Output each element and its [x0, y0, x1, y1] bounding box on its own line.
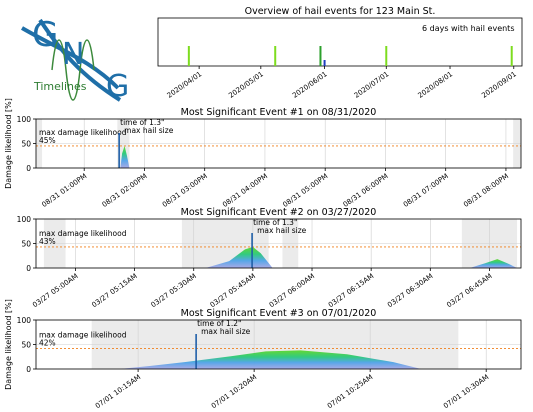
event-2-x-tick-label-1: 03/27 05:15AM — [90, 272, 138, 309]
event-3-y-tick-label-2: 100 — [17, 316, 32, 325]
event-1-damage-area-0 — [120, 145, 130, 168]
overview-tick-label-2: 2020/06/01 — [291, 70, 329, 100]
event-3-title: Most Significant Event #3 on 07/01/2020 — [181, 308, 377, 319]
event-1-max-damage-label: max damage likelihood — [39, 128, 127, 137]
event-2-y-tick-label-0: 0 — [26, 264, 31, 273]
event-3-x-tick-label-3: 07/01 10:30AM — [442, 373, 490, 410]
overview-tick-label-4: 2020/08/01 — [417, 70, 455, 100]
event-2-y-tick-label-2: 100 — [17, 215, 32, 224]
event-2-title: Most Significant Event #2 on 03/27/2020 — [181, 207, 377, 218]
overview-tick-label-3: 2020/07/01 — [353, 70, 391, 100]
event-1-y-tick-label-2: 100 — [17, 115, 32, 124]
event-1-title: Most Significant Event #1 on 08/31/2020 — [181, 107, 377, 118]
overview-tick-label-0: 2020/04/01 — [166, 70, 204, 100]
event-1-x-tick-label-1: 08/31 02:00PM — [101, 172, 149, 209]
event-3-x-tick-label-1: 07/01 10:20AM — [210, 373, 258, 410]
overview-event-bar-3 — [323, 60, 326, 66]
event-1-max-damage-value: 45% — [39, 136, 56, 145]
event-1-x-tick-label-6: 08/31 07:00PM — [402, 172, 450, 209]
event-2-max-damage-value: 43% — [39, 237, 56, 246]
event-2-x-tick-label-4: 03/27 06:00AM — [268, 272, 316, 309]
logo-letter-n: N — [62, 37, 84, 72]
event-1-y-tick-label-1: 50 — [21, 140, 31, 149]
overview-event-bar-0 — [187, 46, 190, 66]
logo-letter-g-top: G — [32, 15, 58, 55]
logo-word-timelines: Timelines — [33, 80, 87, 93]
event-2-x-tick-label-5: 03/27 06:15AM — [327, 272, 375, 309]
event-1-x-tick-label-3: 08/31 04:00PM — [221, 172, 269, 209]
event-2-x-tick-label-7: 03/27 06:45AM — [445, 272, 493, 309]
overview-annotation: 6 days with hail events — [422, 24, 515, 33]
event-3-max-damage-value: 42% — [39, 338, 56, 347]
event-2-chart: Most Significant Event #2 on 03/27/2020 m… — [17, 207, 522, 309]
event-2-damage-area-1 — [469, 259, 518, 268]
event-3-max-damage-label: max damage likelihood — [39, 330, 127, 339]
event-3-y-tick-label-1: 50 — [21, 341, 31, 350]
event-3-chart: Most Significant Event #3 on 07/01/2020 m… — [4, 299, 522, 410]
event-3-damage-area-0 — [119, 350, 422, 369]
event-3-y-tick-label-0: 0 — [26, 365, 31, 374]
event-2-x-tick-label-0: 03/27 05:00AM — [31, 272, 79, 309]
event-2-damage-area-0 — [205, 246, 273, 268]
event-1-y-tick-label-0: 0 — [26, 164, 31, 173]
event-2-y-tick-label-1: 50 — [21, 240, 31, 249]
event-3-max-hail-label-2: max hail size — [201, 327, 251, 336]
event-2-x-tick-label-6: 03/27 06:30AM — [386, 272, 434, 309]
overview-tick-label-1: 2020/05/01 — [227, 70, 265, 100]
event-1-max-hail-label-1: time of 1.3" — [120, 118, 164, 127]
overview-tick-label-5: 2020/09/01 — [480, 70, 518, 100]
logo-wave — [51, 39, 95, 101]
event-2-x-tick-label-2: 03/27 05:30AM — [150, 272, 198, 309]
event-3-x-tick-label-2: 07/01 10:25AM — [326, 373, 374, 410]
event-2-max-hail-label-2: max hail size — [257, 226, 307, 235]
overview-event-bar-1 — [274, 46, 277, 66]
logo-letter-g-bottom: G — [106, 69, 129, 104]
overview-chart: Overview of hail events for 123 Main St.… — [157, 6, 523, 100]
overview-title: Overview of hail events for 123 Main St. — [245, 6, 436, 17]
event-3-y-axis-label: Damage likelihood [%] — [4, 299, 13, 390]
overview-event-bar-4 — [385, 46, 388, 66]
event-2-max-damage-label: max damage likelihood — [39, 229, 127, 238]
overview-event-bar-2 — [319, 46, 322, 66]
event-1-y-axis-label: Damage likelihood [%] — [4, 98, 13, 189]
overview-frame — [157, 17, 523, 67]
event-3-max-hail-label-1: time of 1.2" — [197, 319, 241, 328]
event-2-x-tick-label-3: 03/27 05:45AM — [209, 272, 257, 309]
overview-ticks: 2020/04/01 2020/05/01 2020/06/01 2020/07/01… — [166, 66, 518, 100]
event-1-x-tick-label-0: 08/31 01:00PM — [40, 172, 88, 209]
event-1-x-tick-label-7: 08/31 08:00PM — [462, 172, 510, 209]
event-2-max-hail-label-1: time of 1.3" — [253, 218, 297, 227]
event-3-x-tick-label-0: 07/01 10:15AM — [94, 373, 142, 410]
overview-marks — [187, 46, 513, 66]
event-1-x-tick-label-4: 08/31 05:00PM — [281, 172, 329, 209]
logo-swoosh — [20, 18, 122, 102]
event-1-x-tick-label-2: 08/31 03:00PM — [161, 172, 209, 209]
event-1-max-hail-label-2: max hail size — [124, 126, 174, 135]
event-1-chart: Most Significant Event #1 on 08/31/2020 m… — [4, 98, 522, 209]
gng-timelines-logo: G N G Timelines — [20, 15, 129, 104]
overview-event-bar-5 — [510, 46, 513, 66]
event-1-x-tick-label-5: 08/31 06:00PM — [342, 172, 390, 209]
